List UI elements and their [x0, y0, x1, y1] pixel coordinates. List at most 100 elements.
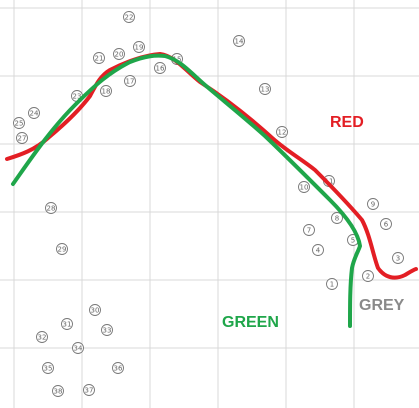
point-marker — [61, 318, 73, 330]
point-marker — [133, 41, 145, 53]
point-marker — [100, 85, 112, 97]
point-number: 9 — [371, 200, 375, 208]
point-34: 34 — [72, 342, 84, 354]
point-19: 19 — [133, 41, 145, 53]
point-8: 8 — [331, 212, 343, 224]
point-number: 1 — [330, 280, 334, 288]
red-curve — [5, 52, 418, 280]
point-12: 12 — [276, 126, 288, 138]
point-number: 2 — [366, 272, 370, 280]
point-number: 3 — [396, 254, 400, 262]
point-number: 35 — [44, 364, 53, 372]
point-marker — [13, 117, 25, 129]
point-number: 11 — [325, 177, 334, 185]
point-marker — [312, 244, 324, 256]
point-marker — [123, 11, 135, 23]
point-number: 24 — [30, 109, 39, 117]
point-29: 29 — [56, 243, 68, 255]
point-number: 31 — [63, 320, 72, 328]
label-grey: GREY — [359, 297, 405, 314]
point-24: 24 — [28, 107, 40, 119]
point-marker — [362, 270, 374, 282]
point-marker — [276, 126, 288, 138]
point-number: 20 — [115, 50, 124, 58]
point-marker — [52, 385, 64, 397]
point-marker — [16, 132, 28, 144]
point-number: 22 — [125, 13, 134, 21]
point-36: 36 — [112, 362, 124, 374]
point-number: 10 — [300, 183, 309, 191]
point-30: 30 — [89, 304, 101, 316]
point-number: 34 — [74, 344, 83, 352]
label-red: RED — [330, 114, 364, 131]
point-number: 8 — [335, 214, 339, 222]
point-marker — [298, 181, 310, 193]
point-32: 32 — [36, 331, 48, 343]
point-marker — [392, 252, 404, 264]
point-marker — [112, 362, 124, 374]
point-marker — [154, 62, 166, 74]
point-9: 9 — [367, 198, 379, 210]
point-number: 21 — [95, 54, 104, 62]
point-1: 1 — [326, 278, 338, 290]
point-marker — [28, 107, 40, 119]
point-number: 6 — [384, 220, 389, 228]
point-number: 5 — [351, 236, 355, 244]
point-marker — [42, 362, 54, 374]
point-marker — [89, 304, 101, 316]
point-25: 25 — [13, 117, 25, 129]
point-marker — [45, 202, 57, 214]
point-37: 37 — [83, 384, 95, 396]
numbered-points: 1234567891011121314151617181920212223242… — [13, 11, 404, 397]
point-marker — [367, 198, 379, 210]
point-marker — [124, 75, 136, 87]
point-marker — [36, 331, 48, 343]
point-16: 16 — [154, 62, 166, 74]
point-marker — [303, 224, 315, 236]
point-number: 14 — [235, 37, 244, 45]
point-22: 22 — [123, 11, 135, 23]
point-number: 4 — [316, 246, 321, 254]
point-number: 28 — [47, 204, 56, 212]
point-number: 38 — [54, 387, 63, 395]
point-number: 19 — [135, 43, 144, 51]
point-18: 18 — [100, 85, 112, 97]
point-17: 17 — [124, 75, 136, 87]
point-13: 13 — [259, 83, 271, 95]
point-number: 13 — [261, 85, 270, 93]
point-6: 6 — [380, 218, 392, 230]
point-marker — [101, 324, 113, 336]
point-20: 20 — [113, 48, 125, 60]
point-marker — [331, 212, 343, 224]
point-35: 35 — [42, 362, 54, 374]
green-curve — [11, 53, 362, 328]
point-marker — [380, 218, 392, 230]
point-marker — [56, 243, 68, 255]
point-number: 33 — [103, 326, 112, 334]
point-marker — [326, 278, 338, 290]
point-31: 31 — [61, 318, 73, 330]
point-number: 7 — [307, 226, 311, 234]
point-28: 28 — [45, 202, 57, 214]
point-marker — [113, 48, 125, 60]
point-marker — [233, 35, 245, 47]
point-number: 37 — [85, 386, 94, 394]
point-number: 12 — [278, 128, 287, 136]
point-number: 30 — [91, 306, 100, 314]
point-7: 7 — [303, 224, 315, 236]
point-marker — [93, 52, 105, 64]
label-green: GREEN — [222, 314, 279, 331]
point-33: 33 — [101, 324, 113, 336]
point-number: 32 — [38, 333, 47, 341]
point-marker — [72, 342, 84, 354]
point-number: 16 — [156, 64, 165, 72]
point-4: 4 — [312, 244, 324, 256]
point-number: 17 — [126, 77, 135, 85]
point-14: 14 — [233, 35, 245, 47]
point-27: 27 — [16, 132, 28, 144]
point-marker — [83, 384, 95, 396]
point-number: 18 — [102, 87, 111, 95]
